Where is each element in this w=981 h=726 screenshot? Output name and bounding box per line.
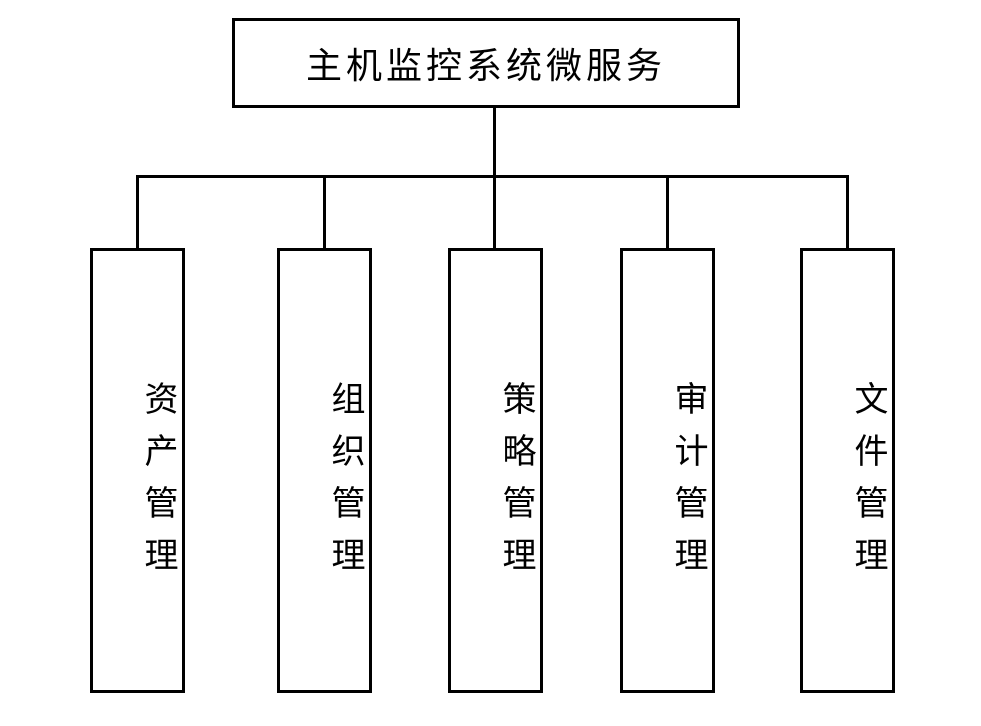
child-node-label: 资产管理 bbox=[133, 381, 182, 589]
child-node-label: 审计管理 bbox=[663, 381, 712, 589]
connector-drop-0 bbox=[136, 175, 139, 248]
connector-drop-2 bbox=[493, 175, 496, 248]
child-node-0: 资产管理 bbox=[90, 248, 185, 693]
child-node-label: 组织管理 bbox=[320, 381, 369, 589]
connector-drop-1 bbox=[323, 175, 326, 248]
root-node: 主机监控系统微服务 bbox=[232, 18, 740, 108]
connector-drop-4 bbox=[846, 175, 849, 248]
connector-trunk bbox=[493, 108, 496, 178]
child-node-2: 策略管理 bbox=[448, 248, 543, 693]
child-node-label: 文件管理 bbox=[843, 381, 892, 589]
child-node-3: 审计管理 bbox=[620, 248, 715, 693]
child-node-label: 策略管理 bbox=[491, 381, 540, 589]
child-node-1: 组织管理 bbox=[277, 248, 372, 693]
root-node-label: 主机监控系统微服务 bbox=[306, 37, 666, 89]
child-node-4: 文件管理 bbox=[800, 248, 895, 693]
connector-drop-3 bbox=[666, 175, 669, 248]
